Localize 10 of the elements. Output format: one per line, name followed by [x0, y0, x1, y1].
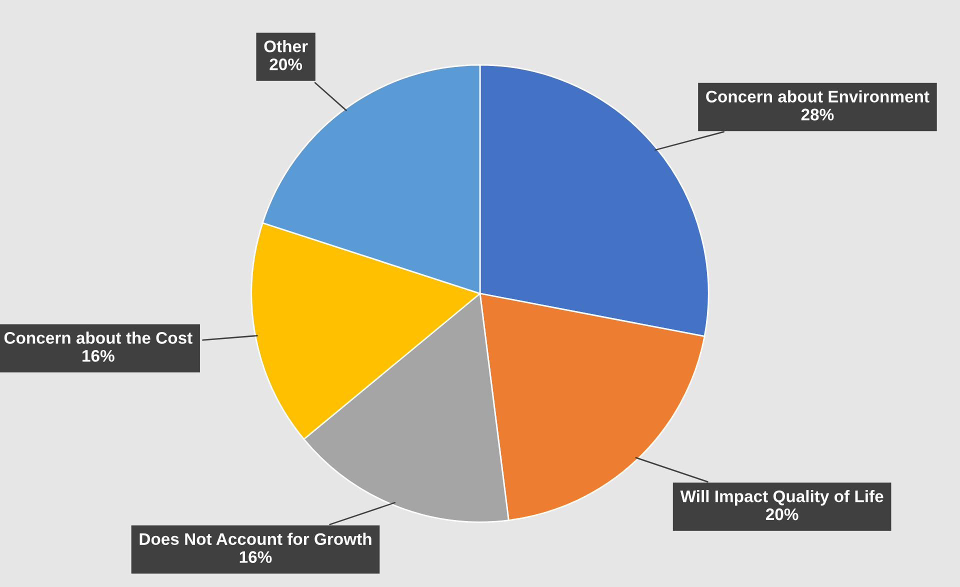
slice-label: Other [264, 40, 308, 52]
data-label: 16% [82, 350, 114, 362]
data-label: 20% [270, 58, 302, 70]
data-label: 16% [240, 551, 272, 563]
slice-label: Does Not Account for Growth [140, 532, 372, 545]
slice-label: Will Impact Quality of Life [680, 490, 884, 506]
slice-label: Concern about the Cost [4, 332, 192, 344]
data-label: 28% [801, 108, 834, 120]
data-label: 20% [766, 508, 798, 520]
slice-label: Concern about Environment [706, 90, 930, 103]
